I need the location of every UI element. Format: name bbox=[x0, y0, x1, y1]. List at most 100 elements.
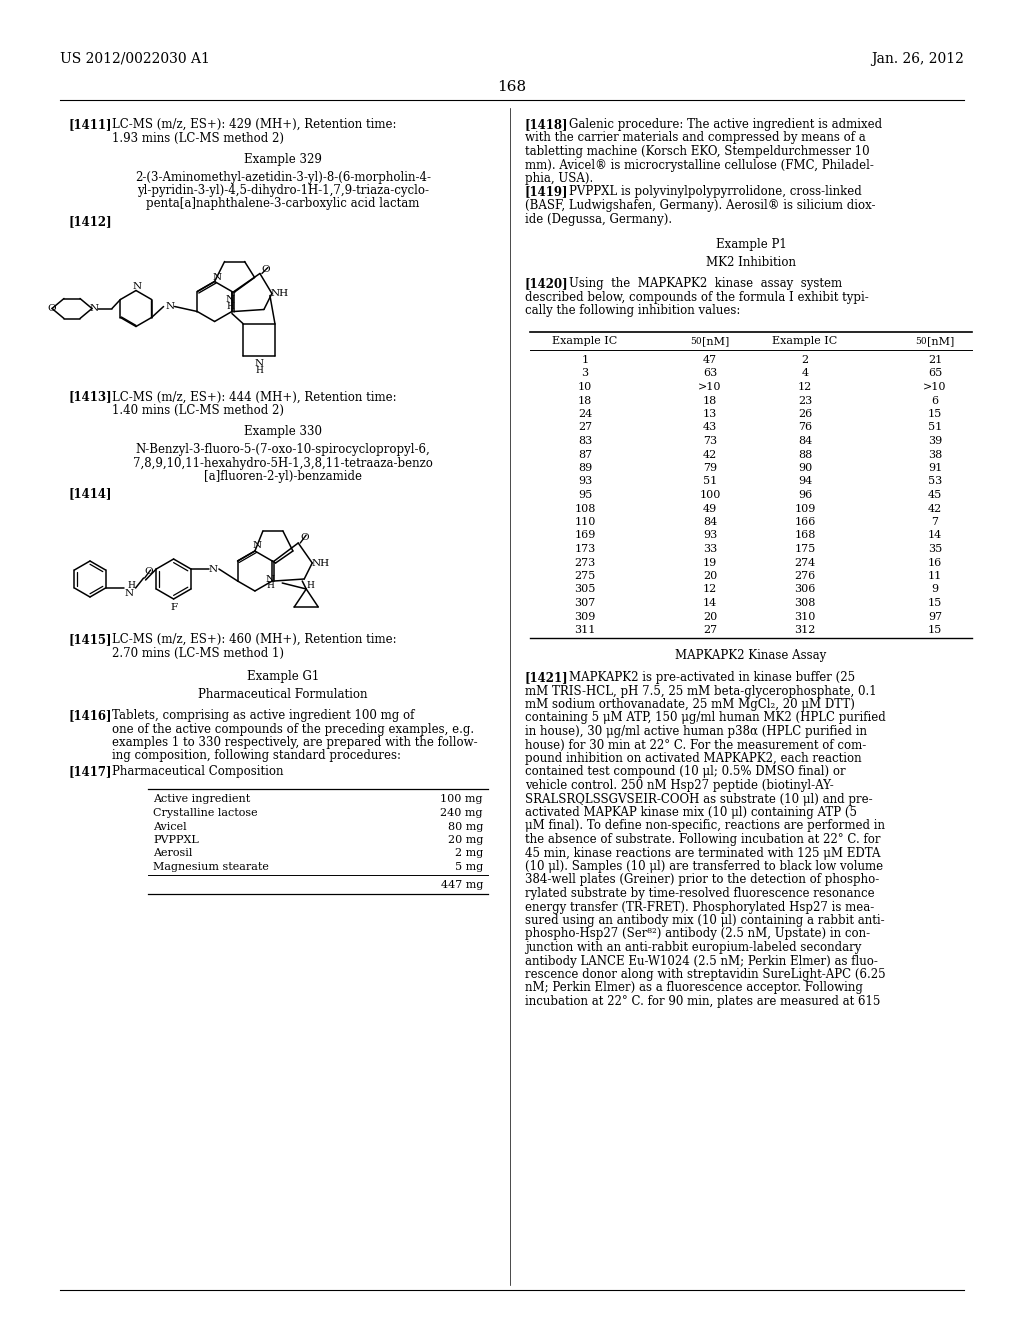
Text: incubation at 22° C. for 90 min, plates are measured at 615: incubation at 22° C. for 90 min, plates … bbox=[525, 995, 881, 1008]
Text: ing composition, following standard procedures:: ing composition, following standard proc… bbox=[112, 750, 401, 763]
Text: junction with an anti-rabbit europium-labeled secondary: junction with an anti-rabbit europium-la… bbox=[525, 941, 861, 954]
Text: H: H bbox=[128, 582, 135, 590]
Text: H: H bbox=[226, 302, 233, 312]
Text: 273: 273 bbox=[574, 557, 596, 568]
Text: cally the following inhibition values:: cally the following inhibition values: bbox=[525, 304, 740, 317]
Text: 76: 76 bbox=[798, 422, 812, 433]
Text: 384-well plates (Greiner) prior to the detection of phospho-: 384-well plates (Greiner) prior to the d… bbox=[525, 874, 880, 887]
Text: mM sodium orthovanadate, 25 mM MgCl₂, 20 μM DTT): mM sodium orthovanadate, 25 mM MgCl₂, 20… bbox=[525, 698, 855, 711]
Text: 1: 1 bbox=[582, 355, 589, 366]
Text: F: F bbox=[170, 603, 177, 612]
Text: O: O bbox=[48, 304, 56, 313]
Text: [a]fluoren-2-yl)-benzamide: [a]fluoren-2-yl)-benzamide bbox=[204, 470, 362, 483]
Text: 45 min, kinase reactions are terminated with 125 μM EDTA: 45 min, kinase reactions are terminated … bbox=[525, 846, 881, 859]
Text: (BASF, Ludwigshafen, Germany). Aerosil® is silicium diox-: (BASF, Ludwigshafen, Germany). Aerosil® … bbox=[525, 199, 876, 213]
Text: Using  the  MAPKAPK2  kinase  assay  system: Using the MAPKAPK2 kinase assay system bbox=[569, 277, 842, 290]
Text: Jan. 26, 2012: Jan. 26, 2012 bbox=[871, 51, 964, 66]
Text: 80 mg: 80 mg bbox=[447, 821, 483, 832]
Text: 84: 84 bbox=[798, 436, 812, 446]
Text: 309: 309 bbox=[574, 611, 596, 622]
Text: H: H bbox=[306, 581, 314, 590]
Text: 447 mg: 447 mg bbox=[440, 879, 483, 890]
Text: phospho-Hsp27 (Ser⁸²) antibody (2.5 nM, Upstate) in con-: phospho-Hsp27 (Ser⁸²) antibody (2.5 nM, … bbox=[525, 928, 870, 940]
Text: 73: 73 bbox=[702, 436, 717, 446]
Text: with the carrier materials and compressed by means of a: with the carrier materials and compresse… bbox=[525, 132, 865, 144]
Text: 26: 26 bbox=[798, 409, 812, 418]
Text: yl-pyridin-3-yl)-4,5-dihydro-1H-1,7,9-triaza-cyclo-: yl-pyridin-3-yl)-4,5-dihydro-1H-1,7,9-tr… bbox=[137, 183, 429, 197]
Text: 12: 12 bbox=[798, 381, 812, 392]
Text: 11: 11 bbox=[928, 572, 942, 581]
Text: rescence donor along with streptavidin SureLight-APC (6.25: rescence donor along with streptavidin S… bbox=[525, 968, 886, 981]
Text: 65: 65 bbox=[928, 368, 942, 379]
Text: 39: 39 bbox=[928, 436, 942, 446]
Text: [1415]: [1415] bbox=[68, 634, 112, 645]
Text: Tablets, comprising as active ingredient 100 mg of: Tablets, comprising as active ingredient… bbox=[112, 709, 415, 722]
Text: 173: 173 bbox=[574, 544, 596, 554]
Text: 93: 93 bbox=[702, 531, 717, 540]
Text: N: N bbox=[165, 302, 174, 312]
Text: N: N bbox=[212, 273, 221, 282]
Text: N: N bbox=[89, 304, 98, 313]
Text: Example 330: Example 330 bbox=[244, 425, 322, 438]
Text: [1417]: [1417] bbox=[68, 766, 112, 777]
Text: Magnesium stearate: Magnesium stearate bbox=[153, 862, 269, 873]
Text: energy transfer (TR-FRET). Phosphorylated Hsp27 is mea-: energy transfer (TR-FRET). Phosphorylate… bbox=[525, 900, 874, 913]
Text: ide (Degussa, Germany).: ide (Degussa, Germany). bbox=[525, 213, 672, 226]
Text: 3: 3 bbox=[582, 368, 589, 379]
Text: N-Benzyl-3-fluoro-5-(7-oxo-10-spirocyclopropyl-6,: N-Benzyl-3-fluoro-5-(7-oxo-10-spirocyclo… bbox=[135, 444, 430, 455]
Text: 49: 49 bbox=[702, 503, 717, 513]
Text: 19: 19 bbox=[702, 557, 717, 568]
Text: penta[a]naphthalene-3-carboxylic acid lactam: penta[a]naphthalene-3-carboxylic acid la… bbox=[146, 198, 420, 210]
Text: US 2012/0022030 A1: US 2012/0022030 A1 bbox=[60, 51, 210, 66]
Text: sured using an antibody mix (10 μl) containing a rabbit anti-: sured using an antibody mix (10 μl) cont… bbox=[525, 913, 885, 927]
Text: containing 5 μM ATP, 150 μg/ml human MK2 (HPLC purified: containing 5 μM ATP, 150 μg/ml human MK2… bbox=[525, 711, 886, 725]
Text: 306: 306 bbox=[795, 585, 816, 594]
Text: 88: 88 bbox=[798, 450, 812, 459]
Text: the absence of substrate. Following incubation at 22° C. for: the absence of substrate. Following incu… bbox=[525, 833, 881, 846]
Text: PVPPXL: PVPPXL bbox=[153, 836, 199, 845]
Text: LC-MS (m/z, ES+): 444 (MH+), Retention time:: LC-MS (m/z, ES+): 444 (MH+), Retention t… bbox=[112, 391, 396, 404]
Text: 45: 45 bbox=[928, 490, 942, 500]
Text: 308: 308 bbox=[795, 598, 816, 609]
Text: 95: 95 bbox=[578, 490, 592, 500]
Text: 7: 7 bbox=[932, 517, 939, 527]
Text: nM; Perkin Elmer) as a fluorescence acceptor. Following: nM; Perkin Elmer) as a fluorescence acce… bbox=[525, 982, 863, 994]
Text: 12: 12 bbox=[702, 585, 717, 594]
Text: 42: 42 bbox=[928, 503, 942, 513]
Text: 7,8,9,10,11-hexahydro-5H-1,3,8,11-tetraaza-benzo: 7,8,9,10,11-hexahydro-5H-1,3,8,11-tetraa… bbox=[133, 457, 433, 470]
Text: 274: 274 bbox=[795, 557, 816, 568]
Text: antibody LANCE Eu-W1024 (2.5 nM; Perkin Elmer) as fluo-: antibody LANCE Eu-W1024 (2.5 nM; Perkin … bbox=[525, 954, 878, 968]
Text: mm). Avicel® is microcrystalline cellulose (FMC, Philadel-: mm). Avicel® is microcrystalline cellulo… bbox=[525, 158, 873, 172]
Text: 168: 168 bbox=[498, 81, 526, 94]
Text: 42: 42 bbox=[702, 450, 717, 459]
Text: 6: 6 bbox=[932, 396, 939, 405]
Text: [nM]: [nM] bbox=[702, 337, 729, 346]
Text: O: O bbox=[300, 532, 308, 541]
Text: MK2 Inhibition: MK2 Inhibition bbox=[706, 256, 796, 268]
Text: 87: 87 bbox=[578, 450, 592, 459]
Text: N: N bbox=[254, 359, 263, 368]
Text: 109: 109 bbox=[795, 503, 816, 513]
Text: Avicel: Avicel bbox=[153, 821, 186, 832]
Text: described below, compounds of the formula I exhibit typi-: described below, compounds of the formul… bbox=[525, 290, 868, 304]
Text: 100 mg: 100 mg bbox=[440, 795, 483, 804]
Text: 13: 13 bbox=[702, 409, 717, 418]
Text: tabletting machine (Korsch EKO, Stempeldurchmesser 10: tabletting machine (Korsch EKO, Stempeld… bbox=[525, 145, 869, 158]
Text: mM TRIS-HCL, pH 7.5, 25 mM beta-glycerophosphate, 0.1: mM TRIS-HCL, pH 7.5, 25 mM beta-glycerop… bbox=[525, 685, 877, 697]
Text: 18: 18 bbox=[702, 396, 717, 405]
Text: Pharmaceutical Composition: Pharmaceutical Composition bbox=[112, 766, 284, 777]
Text: 4: 4 bbox=[802, 368, 809, 379]
Text: house) for 30 min at 22° C. For the measurement of com-: house) for 30 min at 22° C. For the meas… bbox=[525, 738, 866, 751]
Text: PVPPXL is polyvinylpolypyrrolidone, cross-linked: PVPPXL is polyvinylpolypyrrolidone, cros… bbox=[569, 186, 862, 198]
Text: 14: 14 bbox=[928, 531, 942, 540]
Text: Example G1: Example G1 bbox=[247, 671, 319, 682]
Text: (10 μl). Samples (10 μl) are transferred to black low volume: (10 μl). Samples (10 μl) are transferred… bbox=[525, 861, 883, 873]
Text: Aerosil: Aerosil bbox=[153, 849, 193, 858]
Text: 2-(3-Aminomethyl-azetidin-3-yl)-8-(6-morpholin-4-: 2-(3-Aminomethyl-azetidin-3-yl)-8-(6-mor… bbox=[135, 170, 431, 183]
Text: 175: 175 bbox=[795, 544, 816, 554]
Text: 90: 90 bbox=[798, 463, 812, 473]
Text: O: O bbox=[261, 265, 270, 275]
Text: [1419]: [1419] bbox=[525, 186, 568, 198]
Text: 50: 50 bbox=[690, 337, 701, 346]
Text: MAPKAPK2 Kinase Assay: MAPKAPK2 Kinase Assay bbox=[676, 649, 826, 663]
